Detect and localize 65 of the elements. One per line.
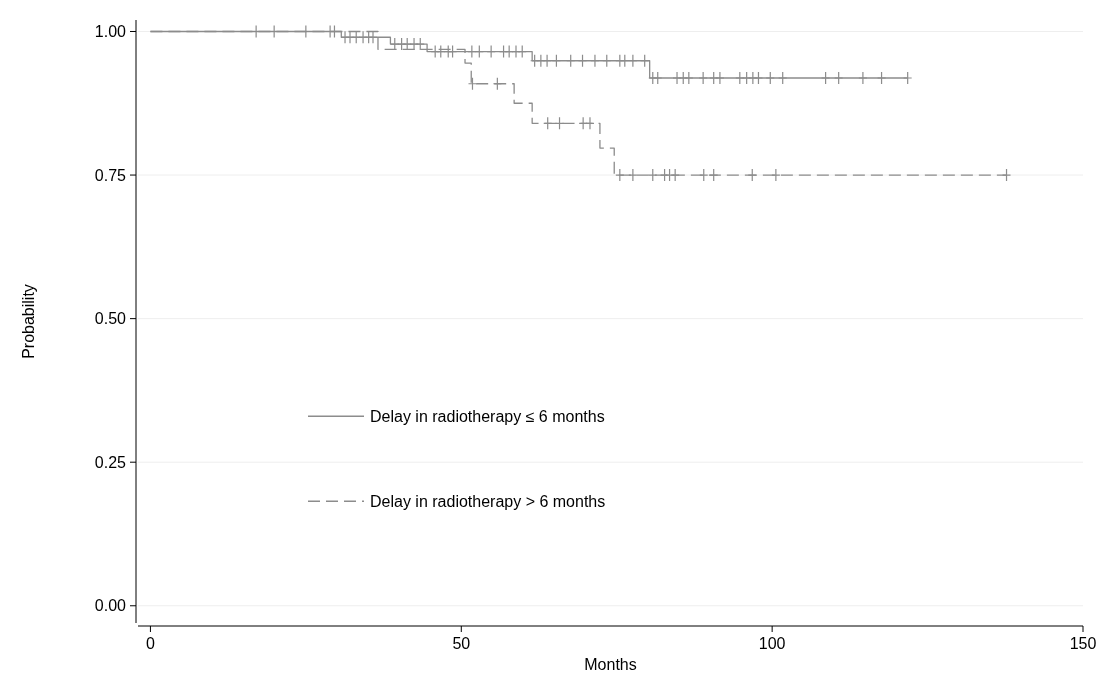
- point: [542, 54, 552, 68]
- point: [699, 168, 709, 182]
- y-tick-label: 0.50: [94, 310, 127, 328]
- point: [447, 44, 458, 59]
- point: [590, 54, 600, 68]
- x-tick-label: 150: [1069, 635, 1097, 652]
- point: [578, 116, 588, 130]
- legend-label: Delay in radiotherapy ≤ 6 months: [370, 407, 605, 425]
- point: [628, 168, 638, 182]
- point: [648, 168, 658, 182]
- point: [492, 77, 502, 91]
- point: [834, 71, 844, 85]
- point: [709, 71, 719, 85]
- point: [735, 71, 745, 85]
- point: [536, 54, 546, 68]
- point: [1001, 168, 1012, 182]
- y-tick-label: 0.75: [94, 166, 127, 184]
- point: [709, 168, 719, 182]
- point: [577, 54, 588, 68]
- point: [670, 168, 680, 182]
- point: [903, 71, 913, 85]
- point: [585, 116, 595, 130]
- point: [672, 71, 682, 85]
- point: [402, 37, 412, 51]
- y-tick-label: 0.25: [94, 453, 127, 471]
- y-axis-title: Probability: [20, 284, 37, 359]
- point: [628, 54, 638, 68]
- point: [615, 168, 625, 182]
- x-tick-label: 0: [145, 635, 155, 652]
- x-tick-label: 100: [758, 635, 786, 652]
- point: [653, 71, 663, 85]
- point: [747, 168, 757, 182]
- point: [543, 116, 553, 130]
- point: [753, 71, 764, 85]
- y-tick-label: 0.00: [94, 597, 127, 615]
- x-axis-title: Months: [584, 656, 637, 673]
- point: [765, 71, 775, 85]
- point: [530, 54, 540, 68]
- point: [345, 30, 355, 44]
- point: [821, 71, 831, 85]
- point: [602, 54, 612, 68]
- point: [620, 54, 630, 68]
- point: [678, 71, 688, 85]
- point: [554, 116, 565, 130]
- point: [368, 30, 378, 44]
- point: [358, 30, 368, 44]
- x-tick-label: 50: [452, 635, 471, 652]
- point: [715, 71, 725, 85]
- legend-label: Delay in radiotherapy > 6 months: [370, 492, 606, 510]
- point: [858, 71, 868, 85]
- point: [409, 37, 419, 51]
- point: [415, 37, 425, 51]
- y-tick-label: 1.00: [94, 23, 127, 41]
- point: [551, 54, 562, 68]
- point: [351, 30, 361, 44]
- point: [698, 71, 708, 85]
- point: [684, 71, 694, 85]
- point: [467, 77, 478, 91]
- point: [390, 37, 400, 51]
- point: [742, 71, 752, 85]
- point: [771, 168, 781, 182]
- point: [566, 54, 576, 68]
- point: [876, 71, 887, 85]
- point: [640, 54, 650, 68]
- point: [778, 71, 788, 85]
